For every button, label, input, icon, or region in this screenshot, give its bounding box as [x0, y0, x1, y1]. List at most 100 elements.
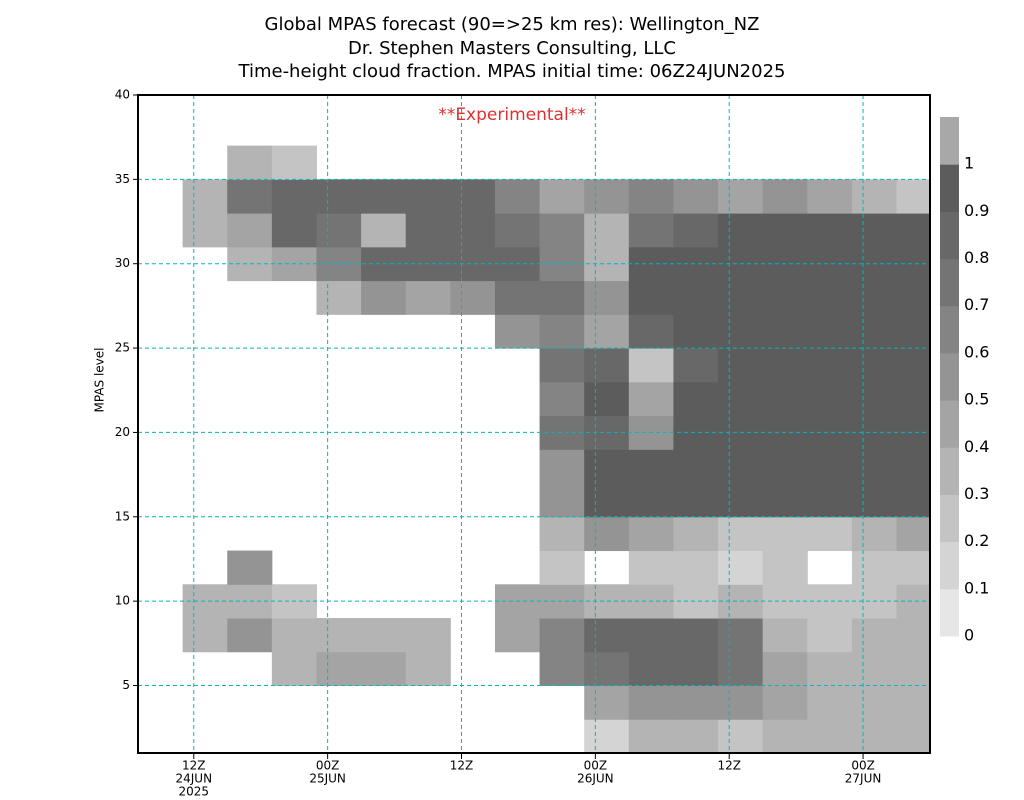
cell [361, 719, 406, 753]
x-tick-label: 24JUN [175, 772, 212, 786]
cell [183, 382, 228, 416]
cell [718, 213, 764, 248]
cell [495, 517, 540, 551]
cell [673, 449, 719, 484]
cell [138, 281, 183, 315]
cell [494, 618, 541, 653]
cell [406, 449, 451, 483]
cell [584, 112, 629, 146]
cell [628, 213, 674, 248]
y-tick-label: 20 [115, 425, 130, 439]
cell [494, 213, 541, 248]
x-tick-label: 27JUN [845, 772, 882, 786]
cell [628, 483, 674, 518]
cell [272, 112, 317, 146]
cell [584, 618, 630, 653]
cell [718, 280, 764, 315]
plot-frame [137, 94, 931, 754]
cell [316, 348, 361, 382]
cell [495, 719, 540, 753]
cell [584, 348, 630, 383]
cell [584, 651, 630, 687]
cell [584, 483, 630, 518]
cell [450, 618, 495, 652]
cell [852, 112, 897, 146]
cell [271, 145, 317, 180]
cell [272, 382, 317, 416]
cell [807, 449, 853, 484]
cell [316, 382, 361, 416]
cell [851, 314, 898, 349]
cell [138, 686, 183, 720]
cell [361, 651, 407, 687]
cell [762, 685, 808, 720]
cell [183, 551, 228, 585]
cell [138, 146, 183, 180]
colorbar-box [940, 117, 959, 165]
colorbar-box [940, 494, 959, 543]
cell [851, 449, 898, 484]
cell [272, 483, 317, 517]
cell [762, 179, 808, 214]
y-tick-label: 15 [115, 509, 130, 523]
cell [628, 348, 674, 383]
cell [584, 179, 630, 214]
y-tick-label: 40 [115, 88, 130, 102]
cell [227, 348, 272, 382]
cell [495, 686, 540, 720]
cell [851, 618, 898, 653]
cell [539, 213, 585, 248]
cell [673, 348, 719, 383]
cell [138, 618, 183, 652]
x-tick-label: 00Z [851, 759, 875, 773]
cell [807, 551, 852, 585]
cell [494, 179, 541, 214]
cell [361, 449, 406, 483]
cell [584, 685, 630, 720]
cell [272, 719, 317, 753]
y-tick-label: 5 [122, 678, 130, 692]
colorbar-box [940, 211, 959, 260]
cell [138, 348, 183, 382]
cell [763, 112, 808, 146]
x-tick-label: 12Z [717, 759, 741, 773]
cell [183, 483, 228, 517]
cell [762, 213, 808, 248]
cell [584, 516, 630, 552]
cell [271, 179, 317, 214]
cell [896, 280, 930, 315]
cell [450, 314, 495, 348]
cell [227, 281, 272, 315]
cell [406, 382, 451, 416]
cell [227, 112, 272, 146]
cell [718, 483, 764, 518]
cell [495, 449, 540, 483]
cell [584, 551, 629, 585]
title-line: Dr. Stephen Masters Consulting, LLC [348, 38, 676, 59]
cell [316, 280, 362, 315]
cell [628, 280, 674, 315]
cell [183, 112, 228, 146]
cell [183, 719, 228, 753]
cell [316, 483, 361, 517]
cell [272, 686, 317, 720]
cell [361, 213, 407, 248]
cell [851, 280, 898, 315]
cell [406, 348, 451, 382]
cell [807, 280, 853, 315]
cell [183, 146, 228, 180]
cell [406, 483, 451, 517]
cell [897, 146, 942, 180]
cell [896, 618, 930, 653]
colorbar-label: 0.6 [964, 342, 989, 361]
cell [183, 281, 228, 315]
cell [450, 146, 495, 180]
cell [718, 146, 763, 180]
cell [896, 449, 930, 484]
cell [361, 348, 406, 382]
cell [539, 651, 585, 687]
cell [539, 516, 585, 552]
colorbar-box [940, 164, 959, 212]
cell [495, 382, 540, 416]
colorbar-box [940, 400, 959, 448]
